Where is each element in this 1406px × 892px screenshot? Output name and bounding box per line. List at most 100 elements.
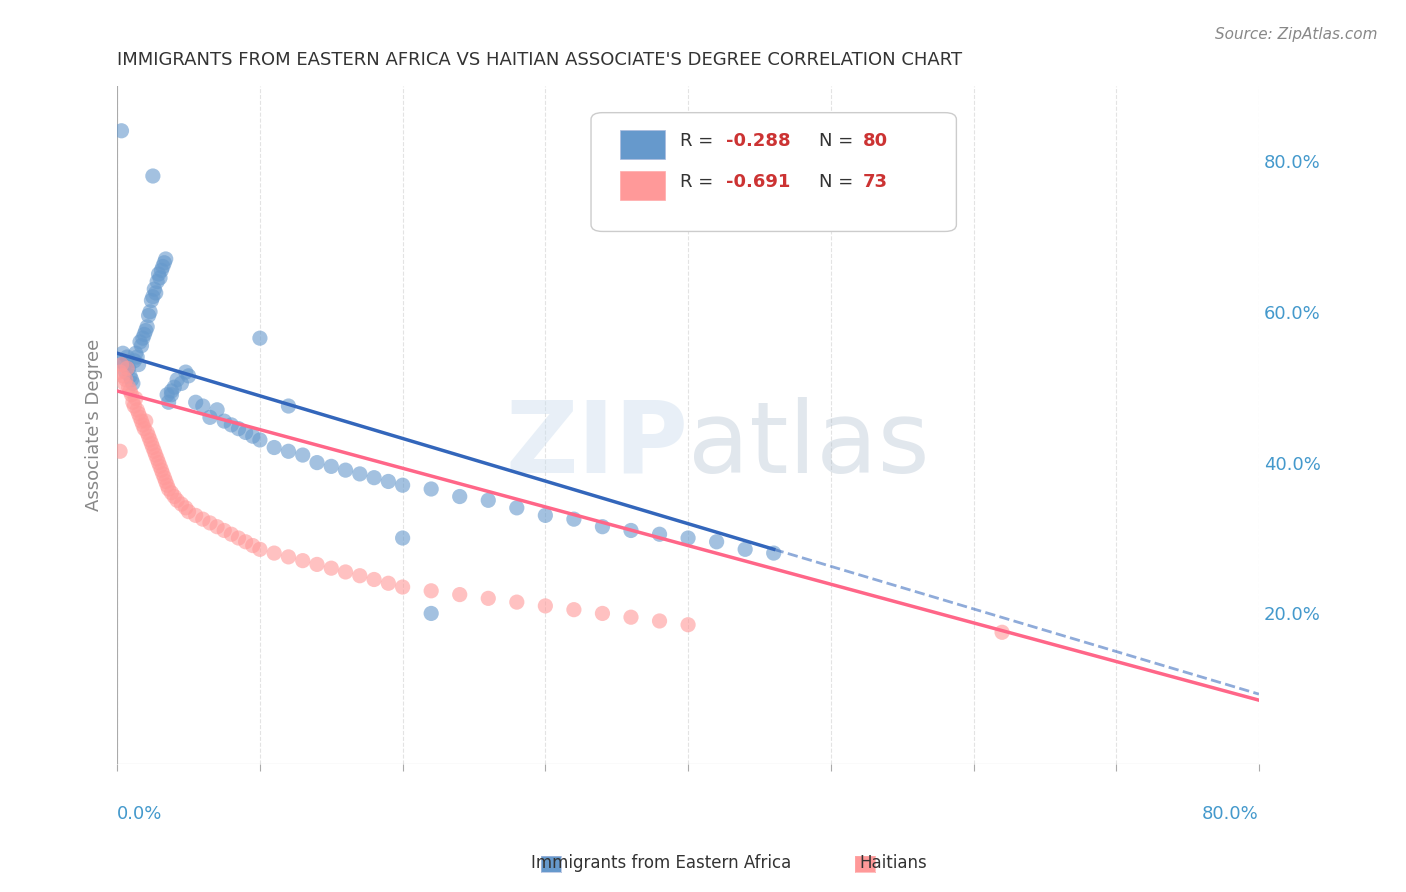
Point xyxy=(291,448,314,462)
Point xyxy=(420,583,443,598)
Point xyxy=(228,422,250,436)
Point xyxy=(228,531,250,545)
Point xyxy=(706,534,728,549)
Point xyxy=(145,285,167,300)
Point xyxy=(676,531,699,545)
Text: N =: N = xyxy=(820,173,859,191)
Point xyxy=(136,425,159,440)
Point xyxy=(166,373,188,387)
Point xyxy=(321,459,343,474)
Point xyxy=(110,358,132,372)
Point xyxy=(112,358,135,372)
Point xyxy=(125,392,148,406)
Point xyxy=(263,441,285,455)
Point xyxy=(150,463,173,477)
Point xyxy=(127,350,149,364)
Point xyxy=(191,399,214,413)
Point xyxy=(122,395,145,409)
Point xyxy=(156,478,179,492)
Point xyxy=(620,610,643,624)
Point xyxy=(249,433,271,447)
Point xyxy=(132,417,155,432)
Point xyxy=(134,327,156,342)
Point xyxy=(131,339,153,353)
Point xyxy=(131,414,153,428)
Point xyxy=(391,531,413,545)
Point xyxy=(114,365,136,379)
Point xyxy=(363,573,385,587)
Text: Immigrants from Eastern Africa: Immigrants from Eastern Africa xyxy=(530,854,792,871)
Point xyxy=(305,558,328,572)
Point xyxy=(127,402,149,417)
Point xyxy=(349,568,371,582)
Point xyxy=(138,429,160,443)
Point xyxy=(242,539,264,553)
Point xyxy=(163,380,186,394)
Point xyxy=(305,456,328,470)
Point xyxy=(142,169,165,183)
Point xyxy=(212,414,235,428)
Point xyxy=(591,519,613,533)
Point xyxy=(277,549,299,564)
Text: atlas: atlas xyxy=(688,397,929,494)
Point xyxy=(277,399,299,413)
Point xyxy=(141,293,163,308)
FancyBboxPatch shape xyxy=(591,112,956,231)
Point xyxy=(534,599,557,613)
Point xyxy=(648,614,671,628)
Point xyxy=(139,433,162,447)
Point xyxy=(148,456,170,470)
Point xyxy=(177,505,200,519)
FancyBboxPatch shape xyxy=(620,171,665,200)
Point xyxy=(242,429,264,443)
Point xyxy=(249,331,271,345)
Point xyxy=(477,591,499,606)
Point xyxy=(291,554,314,568)
Text: 73: 73 xyxy=(863,173,887,191)
Point xyxy=(129,410,152,425)
Point xyxy=(506,500,529,515)
Point xyxy=(134,422,156,436)
Point xyxy=(139,305,162,319)
Point xyxy=(991,625,1014,640)
Point xyxy=(160,485,183,500)
Point xyxy=(166,493,188,508)
Text: N =: N = xyxy=(820,132,859,150)
Point xyxy=(111,346,134,360)
Text: -0.288: -0.288 xyxy=(725,132,790,150)
Point xyxy=(249,542,271,557)
Point xyxy=(163,490,186,504)
Point xyxy=(174,500,197,515)
Point xyxy=(138,309,160,323)
Point xyxy=(155,475,177,489)
Point xyxy=(132,331,155,345)
Point xyxy=(152,260,174,274)
Point xyxy=(149,270,172,285)
Point xyxy=(118,368,141,383)
Text: IMMIGRANTS FROM EASTERN AFRICA VS HAITIAN ASSOCIATE'S DEGREE CORRELATION CHART: IMMIGRANTS FROM EASTERN AFRICA VS HAITIA… xyxy=(117,51,962,69)
Point xyxy=(676,617,699,632)
Point xyxy=(235,425,257,440)
Point xyxy=(156,388,179,402)
Point xyxy=(734,542,756,557)
Point xyxy=(160,388,183,402)
Point xyxy=(141,436,163,450)
Point xyxy=(177,368,200,383)
Point xyxy=(263,546,285,560)
Point xyxy=(591,607,613,621)
Point xyxy=(117,361,139,376)
Point xyxy=(121,373,143,387)
Text: Haitians: Haitians xyxy=(859,854,927,871)
Point xyxy=(146,275,169,289)
Text: 80.0%: 80.0% xyxy=(1202,805,1258,823)
Point xyxy=(108,365,131,379)
Point xyxy=(122,376,145,391)
Point xyxy=(121,388,143,402)
Point xyxy=(153,471,176,485)
Point xyxy=(335,565,357,579)
Point xyxy=(111,368,134,383)
Point xyxy=(157,482,180,496)
Point xyxy=(136,319,159,334)
Point xyxy=(157,395,180,409)
Point xyxy=(160,384,183,398)
